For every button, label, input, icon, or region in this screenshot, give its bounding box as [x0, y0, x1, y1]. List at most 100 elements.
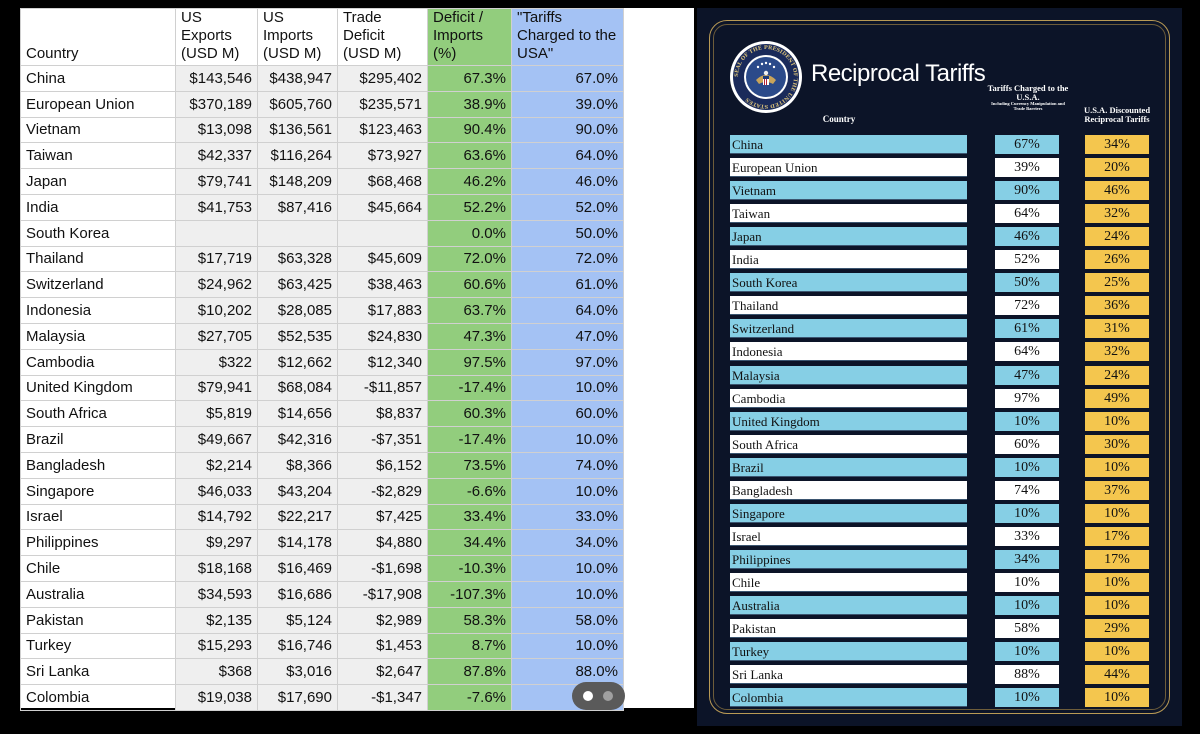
cell-us-exports[interactable]: $18,168	[175, 555, 258, 582]
cell-us-imports[interactable]: $116,264	[257, 142, 338, 170]
cell-deficit-imports[interactable]: 72.0%	[427, 245, 512, 273]
cell-deficit-imports[interactable]: 90.4%	[427, 116, 512, 144]
cell-country[interactable]: Turkey	[20, 632, 176, 660]
cell-tariffs-charged[interactable]: 88.0%	[511, 658, 624, 686]
cell-country[interactable]: Colombia	[20, 684, 176, 711]
cell-trade-deficit[interactable]: -$7,351	[337, 426, 428, 453]
cell-us-imports[interactable]: $63,328	[257, 245, 338, 273]
cell-us-exports[interactable]: $27,705	[175, 322, 258, 350]
cell-tariffs-charged[interactable]: 72.0%	[511, 245, 624, 273]
cell-deficit-imports[interactable]: -17.4%	[427, 426, 512, 453]
cell-deficit-imports[interactable]: 58.3%	[427, 606, 512, 634]
cell-trade-deficit[interactable]: -$2,829	[337, 477, 428, 505]
cell-country[interactable]: Thailand	[20, 245, 176, 273]
cell-tariffs-charged[interactable]: 10.0%	[511, 374, 624, 402]
cell-deficit-imports[interactable]: 87.8%	[427, 658, 512, 686]
cell-tariffs-charged[interactable]: 64.0%	[511, 297, 624, 324]
cell-trade-deficit[interactable]: $68,468	[337, 168, 428, 195]
cell-us-exports[interactable]: $15,293	[175, 632, 258, 660]
cell-trade-deficit[interactable]: $7,425	[337, 503, 428, 531]
cell-us-imports[interactable]: $28,085	[257, 297, 338, 324]
cell-us-imports[interactable]: $17,690	[257, 684, 338, 711]
cell-us-exports[interactable]: $2,214	[175, 451, 258, 479]
cell-us-exports[interactable]: $79,941	[175, 374, 258, 402]
cell-country[interactable]: Pakistan	[20, 606, 176, 634]
cell-us-imports[interactable]: $42,316	[257, 426, 338, 453]
cell-country[interactable]: Vietnam	[20, 116, 176, 144]
cell-trade-deficit[interactable]: $17,883	[337, 297, 428, 324]
header-us-imports[interactable]: US Imports (USD M)	[257, 8, 338, 66]
cell-deficit-imports[interactable]: 60.3%	[427, 400, 512, 428]
cell-us-imports[interactable]: $68,084	[257, 374, 338, 402]
cell-us-exports[interactable]: $368	[175, 658, 258, 686]
cell-country[interactable]: Sri Lanka	[20, 658, 176, 686]
cell-trade-deficit[interactable]: $38,463	[337, 271, 428, 299]
cell-tariffs-charged[interactable]: 64.0%	[511, 142, 624, 170]
page-dot-active[interactable]	[583, 691, 593, 701]
cell-deficit-imports[interactable]: 52.2%	[427, 193, 512, 221]
cell-tariffs-charged[interactable]: 34.0%	[511, 529, 624, 557]
cell-us-exports[interactable]: $13,098	[175, 116, 258, 144]
cell-country[interactable]: Cambodia	[20, 348, 176, 376]
cell-country[interactable]: Taiwan	[20, 142, 176, 170]
cell-country[interactable]: Chile	[20, 555, 176, 582]
cell-country[interactable]: China	[20, 65, 176, 92]
cell-tariffs-charged[interactable]: 10.0%	[511, 426, 624, 453]
cell-us-imports[interactable]: $16,686	[257, 580, 338, 608]
cell-trade-deficit[interactable]: $235,571	[337, 90, 428, 118]
cell-deficit-imports[interactable]: -17.4%	[427, 374, 512, 402]
cell-us-exports[interactable]: $9,297	[175, 529, 258, 557]
cell-us-imports[interactable]: $5,124	[257, 606, 338, 634]
cell-deficit-imports[interactable]: 63.6%	[427, 142, 512, 170]
cell-us-imports[interactable]	[257, 219, 338, 247]
cell-country[interactable]: Japan	[20, 168, 176, 195]
cell-us-exports[interactable]: $41,753	[175, 193, 258, 221]
cell-us-exports[interactable]: $322	[175, 348, 258, 376]
cell-deficit-imports[interactable]: 47.3%	[427, 322, 512, 350]
cell-trade-deficit[interactable]: $73,927	[337, 142, 428, 170]
cell-trade-deficit[interactable]: $4,880	[337, 529, 428, 557]
cell-us-exports[interactable]: $42,337	[175, 142, 258, 170]
cell-us-exports[interactable]: $14,792	[175, 503, 258, 531]
cell-country[interactable]: United Kingdom	[20, 374, 176, 402]
cell-country[interactable]: Brazil	[20, 426, 176, 453]
cell-tariffs-charged[interactable]: 10.0%	[511, 632, 624, 660]
cell-us-imports[interactable]: $63,425	[257, 271, 338, 299]
cell-us-imports[interactable]: $605,760	[257, 90, 338, 118]
cell-us-imports[interactable]: $8,366	[257, 451, 338, 479]
cell-deficit-imports[interactable]: 97.5%	[427, 348, 512, 376]
cell-us-exports[interactable]: $19,038	[175, 684, 258, 711]
cell-us-imports[interactable]: $3,016	[257, 658, 338, 686]
cell-deficit-imports[interactable]: 67.3%	[427, 65, 512, 92]
cell-us-exports[interactable]	[175, 219, 258, 247]
cell-trade-deficit[interactable]: $45,609	[337, 245, 428, 273]
cell-us-imports[interactable]: $16,746	[257, 632, 338, 660]
cell-tariffs-charged[interactable]: 46.0%	[511, 168, 624, 195]
cell-tariffs-charged[interactable]: 60.0%	[511, 400, 624, 428]
cell-tariffs-charged[interactable]: 10.0%	[511, 477, 624, 505]
cell-country[interactable]: Israel	[20, 503, 176, 531]
cell-us-imports[interactable]: $136,561	[257, 116, 338, 144]
cell-us-imports[interactable]: $14,656	[257, 400, 338, 428]
header-us-exports[interactable]: US Exports (USD M)	[175, 8, 258, 66]
cell-us-exports[interactable]: $79,741	[175, 168, 258, 195]
cell-trade-deficit[interactable]: $1,453	[337, 632, 428, 660]
cell-tariffs-charged[interactable]: 47.0%	[511, 322, 624, 350]
cell-trade-deficit[interactable]	[337, 219, 428, 247]
cell-tariffs-charged[interactable]: 90.0%	[511, 116, 624, 144]
cell-us-exports[interactable]: $370,189	[175, 90, 258, 118]
cell-us-imports[interactable]: $438,947	[257, 65, 338, 92]
cell-us-imports[interactable]: $43,204	[257, 477, 338, 505]
cell-deficit-imports[interactable]: 33.4%	[427, 503, 512, 531]
cell-us-imports[interactable]: $12,662	[257, 348, 338, 376]
cell-us-exports[interactable]: $46,033	[175, 477, 258, 505]
cell-deficit-imports[interactable]: 8.7%	[427, 632, 512, 660]
cell-tariffs-charged[interactable]: 67.0%	[511, 65, 624, 92]
cell-us-exports[interactable]: $2,135	[175, 606, 258, 634]
slide-pager[interactable]	[572, 682, 625, 710]
cell-tariffs-charged[interactable]: 39.0%	[511, 90, 624, 118]
cell-us-exports[interactable]: $24,962	[175, 271, 258, 299]
cell-trade-deficit[interactable]: $123,463	[337, 116, 428, 144]
cell-trade-deficit[interactable]: $2,989	[337, 606, 428, 634]
cell-tariffs-charged[interactable]: 74.0%	[511, 451, 624, 479]
